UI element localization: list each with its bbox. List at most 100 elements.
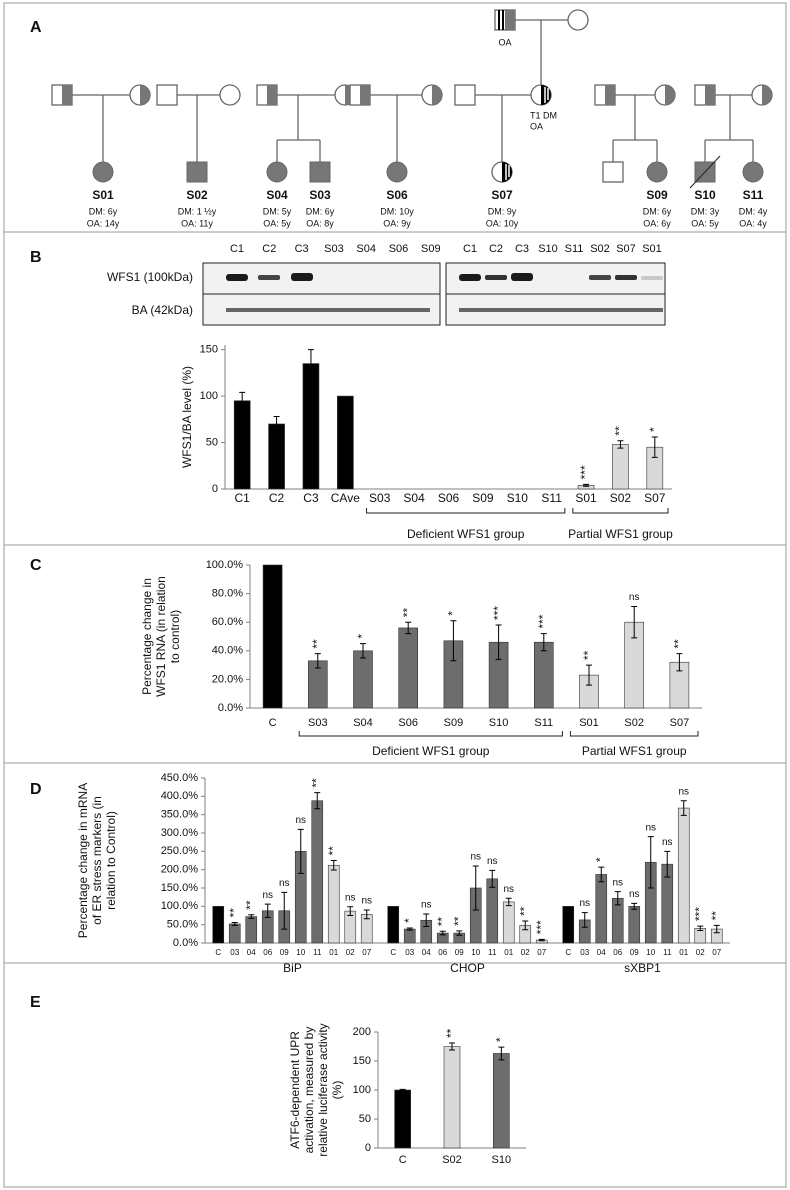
error-bar (314, 792, 321, 810)
panel-label: D (30, 781, 42, 798)
significance-label: ** (310, 639, 324, 649)
band (226, 308, 430, 312)
bar (302, 363, 320, 490)
significance-label: ns (678, 786, 689, 797)
y-tick-label: 0.0% (173, 937, 198, 949)
bar (562, 906, 575, 944)
error-bar (423, 913, 430, 927)
x-tick-label: 06 (263, 948, 272, 957)
x-tick-label: S02 (442, 1154, 462, 1166)
male (602, 161, 624, 183)
lane-label: S02 (590, 243, 610, 255)
lane-label: S10 (538, 243, 558, 255)
error-bar (505, 897, 512, 907)
x-tick-label: S04 (353, 717, 373, 729)
significance-label: ns (612, 877, 623, 888)
patient-oa: OA: 5y (691, 218, 719, 228)
lane-label: C3 (295, 243, 309, 255)
patient-id: S02 (186, 188, 208, 202)
bar (398, 627, 419, 709)
y-axis-label: Percentage change in mRNA (76, 783, 90, 938)
y-tick-label: 100 (200, 390, 218, 402)
y-tick-label: 400.0% (161, 790, 199, 802)
error-bar (363, 909, 370, 920)
affected-female (386, 161, 408, 183)
x-tick-label: 06 (613, 948, 622, 957)
group-label: Partial WFS1 group (582, 744, 687, 758)
pedigree-symbols (51, 9, 773, 189)
error-bar (617, 440, 624, 449)
affected-female (92, 161, 114, 183)
y-axis-label: activation, measured by (302, 1027, 316, 1154)
x-tick-label: 09 (455, 948, 464, 957)
significance-label: ns (279, 878, 290, 889)
patient-id: S04 (266, 188, 288, 202)
x-tick-label: 02 (696, 948, 705, 957)
stripe (502, 10, 504, 30)
y-tick-label: 150 (353, 1055, 371, 1067)
x-tick-label: 04 (597, 948, 606, 957)
y-tick-label: 0 (212, 483, 218, 495)
carrier-shade (665, 85, 675, 105)
band (615, 275, 637, 280)
carrier-shade (705, 85, 715, 105)
error-bar (713, 924, 720, 934)
lane-label: C2 (262, 243, 276, 255)
deceased-slash (689, 155, 721, 189)
female (567, 9, 589, 31)
panel-border (3, 962, 787, 1188)
patient-dm: DM: 4y (739, 206, 768, 216)
error-bar (264, 903, 271, 918)
x-tick-label: S09 (444, 717, 464, 729)
group-bracket (572, 508, 669, 514)
mother-label: OA (530, 121, 543, 131)
y-axis-label: Percentage change in (140, 578, 154, 695)
band (459, 274, 481, 281)
y-tick-label: 40.0% (212, 645, 243, 657)
y-tick-label: 150.0% (161, 882, 199, 894)
error-bar (399, 1088, 406, 1092)
carrier-shade (605, 85, 615, 105)
y-tick-label: 50 (359, 1113, 371, 1125)
x-tick-label: 01 (679, 948, 688, 957)
patient-dm: DM: 3y (691, 206, 720, 216)
x-tick-label: 10 (471, 948, 480, 957)
group-label: Deficient WFS1 group (407, 527, 525, 541)
error-bar (581, 912, 588, 928)
x-tick-label: S02 (624, 717, 644, 729)
y-tick-label: 300.0% (161, 827, 199, 839)
y-tick-label: 150 (200, 344, 218, 356)
significance-label: ns (470, 852, 481, 863)
lane-label: C2 (489, 243, 503, 255)
x-tick-label: 01 (504, 948, 513, 957)
x-tick-label: C (565, 948, 571, 957)
error-bar (405, 621, 412, 635)
error-bar (583, 483, 590, 487)
significance-label: ns (503, 884, 514, 895)
x-tick-label: S11 (534, 717, 553, 729)
y-tick-label: 0 (365, 1142, 371, 1154)
y-tick-label: 100.0% (206, 559, 244, 571)
bar (337, 395, 354, 490)
patient-oa: OA: 9y (383, 218, 411, 228)
patient-oa: OA: 11y (181, 218, 213, 228)
error-bar (360, 643, 366, 659)
error-bar (248, 914, 255, 919)
affected-female (646, 161, 668, 183)
x-tick-label: 10 (646, 948, 655, 957)
female (219, 84, 241, 106)
group-label: Deficient WFS1 group (372, 744, 490, 758)
y-axis-label: relation to Control) (104, 811, 118, 910)
pedigree-lines (72, 19, 754, 162)
error-bar (538, 938, 545, 942)
patient-oa: OA: 14y (87, 218, 120, 228)
bar (353, 650, 373, 709)
x-tick-label: S02 (610, 491, 632, 505)
bar (443, 1046, 461, 1149)
carrier-shade (432, 85, 442, 105)
group-bracket (298, 731, 563, 737)
stripe (498, 10, 500, 30)
error-bar (406, 927, 413, 931)
lane-label: S03 (324, 243, 344, 255)
bar (595, 874, 608, 944)
